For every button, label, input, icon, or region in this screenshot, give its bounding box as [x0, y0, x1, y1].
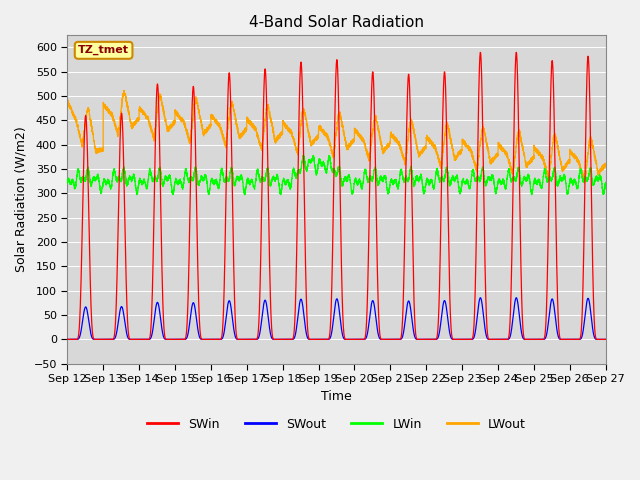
Y-axis label: Solar Radiation (W/m2): Solar Radiation (W/m2) [15, 127, 28, 272]
Text: TZ_tmet: TZ_tmet [78, 45, 129, 56]
Title: 4-Band Solar Radiation: 4-Band Solar Radiation [249, 15, 424, 30]
Legend: SWin, SWout, LWin, LWout: SWin, SWout, LWin, LWout [142, 413, 531, 436]
X-axis label: Time: Time [321, 390, 352, 403]
